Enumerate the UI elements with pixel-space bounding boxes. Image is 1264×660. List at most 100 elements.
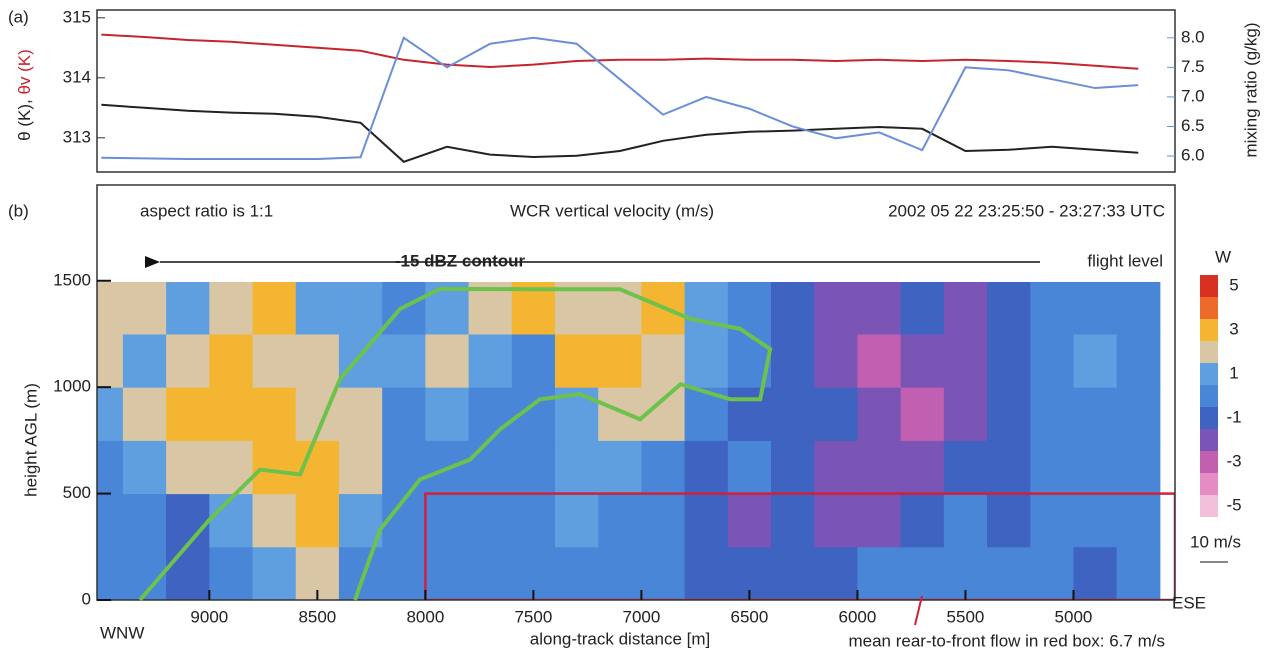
cell bbox=[1116, 387, 1161, 441]
x-tick-label: 6000 bbox=[839, 607, 877, 626]
y2-tick-label: 6.0 bbox=[1181, 146, 1205, 165]
colorbar-swatch bbox=[1200, 429, 1218, 451]
cell bbox=[684, 440, 729, 495]
mean-flow-box bbox=[424, 492, 1175, 600]
cell bbox=[338, 546, 383, 600]
cell bbox=[97, 546, 124, 600]
cell bbox=[771, 493, 815, 548]
colorbar-swatch bbox=[1200, 297, 1218, 319]
cell bbox=[641, 440, 686, 495]
cell bbox=[1116, 546, 1161, 600]
cell bbox=[943, 282, 988, 335]
cell bbox=[1030, 546, 1074, 600]
x-tick-label: 6500 bbox=[731, 607, 769, 626]
colorbar-tick-label: 1 bbox=[1229, 363, 1238, 382]
annotation: -15 dBZ contour bbox=[395, 251, 526, 270]
series-line bbox=[101, 33, 1139, 70]
cell bbox=[209, 387, 254, 441]
cell bbox=[727, 282, 772, 335]
cell bbox=[987, 333, 1031, 388]
panel-frame bbox=[96, 9, 1176, 173]
cell bbox=[598, 546, 642, 600]
cell bbox=[987, 282, 1031, 335]
annotation-arrow bbox=[914, 595, 923, 626]
cell bbox=[857, 440, 902, 495]
cell bbox=[598, 387, 642, 441]
cell bbox=[814, 387, 858, 441]
colorbar-swatch bbox=[1200, 341, 1218, 363]
cell bbox=[1073, 546, 1118, 600]
y2-tick-label: 7.5 bbox=[1181, 57, 1205, 76]
cell bbox=[252, 546, 297, 600]
cell bbox=[598, 333, 642, 388]
colorbar-swatch bbox=[1200, 275, 1218, 297]
cell bbox=[338, 387, 383, 441]
cell bbox=[166, 333, 210, 388]
cell bbox=[166, 440, 210, 495]
y-axis-label: height AGL (m) bbox=[21, 383, 40, 497]
cell bbox=[166, 546, 210, 600]
cell bbox=[900, 333, 945, 388]
cell bbox=[425, 387, 470, 441]
cell bbox=[641, 546, 686, 600]
cell bbox=[97, 387, 124, 441]
cell bbox=[252, 440, 297, 495]
cell bbox=[166, 282, 210, 335]
cell bbox=[554, 493, 599, 548]
y2-tick-label: 6.5 bbox=[1181, 116, 1205, 135]
cell bbox=[900, 387, 945, 441]
cell bbox=[684, 546, 729, 600]
cell bbox=[771, 440, 815, 495]
cell bbox=[252, 387, 297, 441]
cell bbox=[814, 546, 858, 600]
cell bbox=[1073, 440, 1118, 495]
cell bbox=[97, 282, 124, 335]
cell bbox=[727, 493, 772, 548]
cell bbox=[1116, 282, 1161, 335]
x-tick-label: 8500 bbox=[298, 607, 336, 626]
cell bbox=[771, 387, 815, 441]
cell bbox=[468, 387, 513, 441]
y-tick-label: 1500 bbox=[53, 270, 91, 289]
colorbar-swatch bbox=[1200, 495, 1218, 517]
x-tick-label: 9000 bbox=[190, 607, 228, 626]
colorbar-tick-label: 5 bbox=[1229, 275, 1238, 294]
y-tick-label: 314 bbox=[63, 67, 91, 86]
cell bbox=[252, 493, 297, 548]
cell bbox=[338, 333, 383, 388]
cell bbox=[857, 546, 902, 600]
cell bbox=[684, 493, 729, 548]
cell bbox=[122, 387, 167, 441]
cell bbox=[900, 493, 945, 548]
cell bbox=[382, 333, 426, 388]
cell bbox=[771, 546, 815, 600]
cell bbox=[987, 546, 1031, 600]
cell bbox=[1116, 333, 1161, 388]
cell bbox=[814, 333, 858, 388]
cell bbox=[1030, 440, 1074, 495]
cell bbox=[641, 493, 686, 548]
cell bbox=[1073, 493, 1118, 548]
cell bbox=[122, 493, 167, 548]
cell bbox=[338, 282, 383, 335]
x-tick-label: 7000 bbox=[622, 607, 660, 626]
cell bbox=[987, 440, 1031, 495]
cell bbox=[814, 440, 858, 495]
cell bbox=[857, 333, 902, 388]
cell bbox=[1030, 387, 1074, 441]
cell bbox=[209, 546, 254, 600]
cell bbox=[554, 440, 599, 495]
y-tick-label: 500 bbox=[63, 483, 91, 502]
cell bbox=[209, 440, 254, 495]
cell bbox=[598, 440, 642, 495]
cell bbox=[468, 546, 513, 600]
colorbar-tick-label: 3 bbox=[1229, 319, 1238, 338]
y2-axis-label: mixing ratio (g/kg) bbox=[1241, 22, 1260, 157]
colorbar-swatch bbox=[1200, 407, 1218, 429]
cell bbox=[425, 333, 470, 388]
cell bbox=[857, 387, 902, 441]
y-tick-label: 0 bbox=[82, 589, 91, 608]
cell bbox=[1073, 387, 1118, 441]
colorbar-swatch bbox=[1200, 319, 1218, 341]
annotation: ESE bbox=[1172, 593, 1206, 612]
